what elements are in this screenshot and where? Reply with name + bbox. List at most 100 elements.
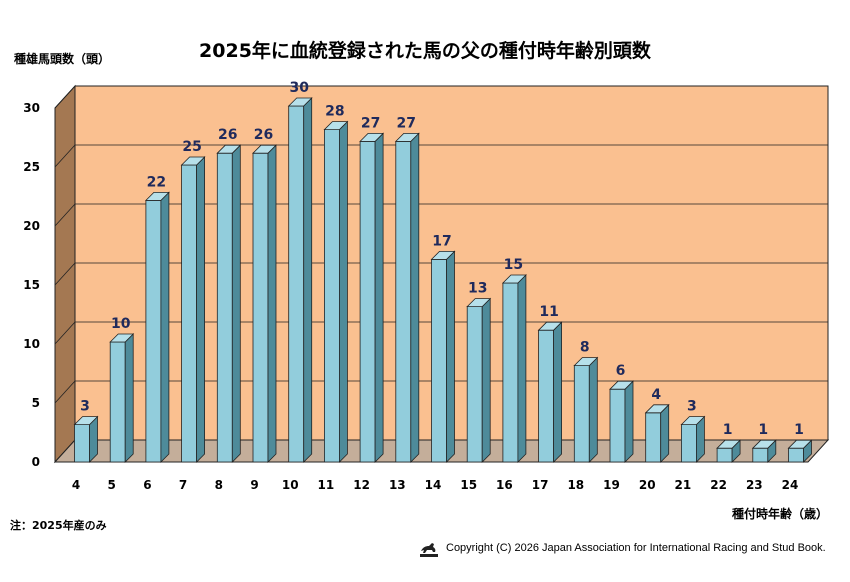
copyright-text: Copyright (C) 2026 Japan Association for… <box>446 542 826 554</box>
data-label: 25 <box>182 139 201 155</box>
bar-front <box>466 306 483 463</box>
x-tick-label: 17 <box>532 478 549 492</box>
bar <box>573 356 599 463</box>
y-tick-label: 15 <box>23 278 40 292</box>
y-tick-label: 25 <box>23 160 40 174</box>
bar <box>252 144 277 463</box>
bar-front <box>716 447 733 463</box>
bar-top <box>287 97 313 107</box>
bar-top <box>466 298 492 308</box>
bar <box>787 439 813 463</box>
bar-front <box>109 341 126 463</box>
x-tick-label: 23 <box>746 478 763 492</box>
bar-front <box>609 388 626 463</box>
x-tick-label: 24 <box>782 478 799 492</box>
data-label: 15 <box>504 257 523 273</box>
bar-top <box>609 380 634 390</box>
bar-top <box>644 404 670 414</box>
bar-front <box>181 164 198 463</box>
bar-top <box>144 191 170 201</box>
y-axis-label: 種雄馬頭数（頭） <box>14 52 111 66</box>
bar-top <box>716 439 742 449</box>
bar-side <box>588 356 598 463</box>
bar-front <box>323 129 340 463</box>
bar <box>466 297 492 463</box>
bar-top <box>751 439 777 449</box>
data-label: 1 <box>758 422 768 438</box>
data-label: 8 <box>580 340 590 356</box>
bar-top <box>680 416 706 426</box>
bar <box>609 380 634 463</box>
y-tick-label: 5 <box>32 396 40 410</box>
bar-front <box>216 152 233 463</box>
gridline <box>54 262 828 286</box>
bar-top <box>109 333 135 343</box>
x-tick-label: 13 <box>389 478 406 492</box>
bar <box>394 132 420 463</box>
x-tick-label: 19 <box>603 478 620 492</box>
bar-front <box>538 329 554 463</box>
bar-top <box>501 274 527 284</box>
x-tick-label: 16 <box>496 478 513 492</box>
bar-top <box>787 439 813 449</box>
bar-front <box>431 258 447 463</box>
data-label: 17 <box>432 233 451 249</box>
bar-top <box>216 144 242 154</box>
bar-top <box>73 416 99 426</box>
bar-front <box>145 199 162 463</box>
data-label: 27 <box>397 115 416 131</box>
x-tick-label: 15 <box>460 478 477 492</box>
bar-front <box>752 447 769 463</box>
y-tick-label: 10 <box>23 337 40 351</box>
data-label: 3 <box>687 399 697 415</box>
x-tick-label: 21 <box>675 478 692 492</box>
data-label: 1 <box>723 422 733 438</box>
bar-top <box>359 132 385 142</box>
bar-side <box>160 191 170 463</box>
data-label: 13 <box>468 281 487 297</box>
data-label: 26 <box>218 127 237 143</box>
bar-front <box>502 282 519 463</box>
data-label: 1 <box>794 422 804 438</box>
bar-front <box>252 152 269 463</box>
x-tick-label: 22 <box>710 478 727 492</box>
data-label: 4 <box>651 387 661 403</box>
bar-side <box>196 156 206 463</box>
bar-top <box>323 121 349 131</box>
bar-side <box>374 132 384 463</box>
x-tick-label: 5 <box>108 478 116 492</box>
bar-front <box>788 447 804 463</box>
bar-side <box>517 274 527 463</box>
bar <box>716 439 742 463</box>
data-label: 28 <box>325 104 344 120</box>
data-label: 30 <box>289 80 309 96</box>
bar <box>109 333 135 463</box>
bar-front <box>681 424 697 463</box>
bar-side <box>267 144 277 463</box>
bar <box>644 403 670 463</box>
bar-front <box>359 140 376 463</box>
footnote: 注：2025年産のみ <box>10 519 107 532</box>
bar-side <box>231 144 241 463</box>
x-tick-label: 20 <box>639 478 656 492</box>
data-label: 3 <box>80 399 90 415</box>
copyright: Copyright (C) 2026 Japan Association for… <box>418 538 826 558</box>
x-tick-label: 10 <box>282 478 299 492</box>
bar <box>501 274 527 463</box>
bar-front <box>288 105 305 463</box>
bar-side <box>410 132 420 463</box>
bar-side <box>338 120 348 463</box>
bar <box>323 120 349 463</box>
bar <box>680 415 706 463</box>
x-tick-label: 4 <box>72 478 80 492</box>
bar-side <box>303 97 313 463</box>
bar-top <box>252 144 277 154</box>
bar <box>180 156 206 463</box>
gridline <box>54 321 828 345</box>
x-tick-label: 9 <box>250 478 258 492</box>
bar-front <box>573 365 590 463</box>
jairs-horse-logo-icon <box>420 543 438 557</box>
bar <box>144 191 170 463</box>
bar-side <box>624 380 634 463</box>
bar <box>430 250 456 463</box>
